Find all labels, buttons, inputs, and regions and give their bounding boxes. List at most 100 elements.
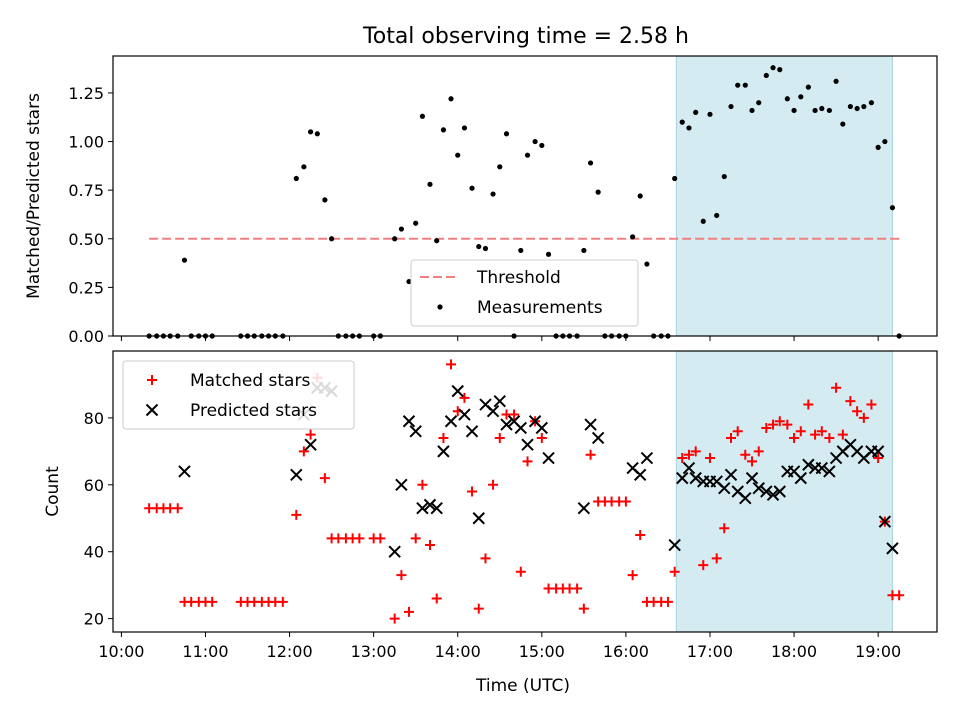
data-point [467, 486, 478, 497]
data-point [178, 465, 191, 478]
data-point [307, 129, 314, 135]
data-point [403, 606, 414, 617]
legend-predicted-swatch [145, 403, 159, 417]
legend-matched-swatch [147, 375, 157, 385]
data-point [577, 502, 591, 515]
data-point [446, 359, 457, 370]
data-point [545, 251, 552, 257]
data-point [509, 409, 520, 420]
data-point [444, 415, 458, 428]
data-point [635, 529, 646, 540]
data-point [668, 538, 681, 552]
data-point [410, 533, 421, 544]
x-tick-label: 14:00 [435, 642, 481, 661]
data-point [515, 566, 526, 577]
data-point [438, 432, 449, 443]
legend-box [410, 259, 639, 327]
data-point [431, 593, 442, 604]
data-point [329, 236, 335, 242]
data-point [595, 189, 601, 195]
data-point [406, 278, 412, 285]
data-point [486, 405, 500, 418]
data-point [798, 94, 804, 100]
chart-title: Total observing time = 2.58 h [362, 24, 689, 49]
data-point [637, 193, 643, 199]
data-point [451, 384, 464, 398]
data-point [488, 479, 499, 490]
legend-label: Measurements [477, 298, 603, 318]
data-point [889, 205, 896, 211]
data-point [630, 234, 636, 240]
data-point [854, 105, 860, 112]
data-point [690, 446, 701, 457]
data-point [878, 515, 892, 528]
data-point [686, 125, 692, 131]
data-point [522, 456, 533, 467]
data-point [472, 512, 485, 525]
data-point [704, 453, 715, 464]
data-point [572, 583, 583, 594]
data-point [689, 471, 702, 485]
data-point [633, 468, 647, 481]
y-axis-label: Count [43, 466, 63, 517]
data-point [388, 545, 401, 558]
data-point [789, 432, 800, 443]
data-point [782, 419, 793, 430]
data-point [322, 197, 328, 203]
data-point [413, 220, 419, 226]
data-point [868, 100, 875, 106]
data-point [766, 488, 780, 502]
data-point [524, 152, 531, 158]
data-point [866, 399, 877, 410]
data-point [290, 468, 303, 481]
data-point [480, 553, 491, 564]
data-point [677, 453, 688, 464]
data-point [698, 560, 709, 571]
data-point [679, 119, 685, 125]
shaded-span [675, 350, 893, 633]
data-point [458, 408, 471, 421]
top-panel: 0.00 0.25 0.50 0.75 1.00 1.25 Matched/Predicte… [24, 55, 938, 346]
legend-label: Predicted stars [190, 401, 317, 421]
data-point [581, 247, 587, 254]
data-point [419, 113, 426, 119]
data-point [761, 422, 772, 433]
data-point [826, 107, 832, 114]
data-point [448, 96, 454, 102]
x-tick-label: 13:00 [351, 642, 397, 661]
legend: Matched stars Predicted stars [122, 360, 355, 430]
data-point [770, 65, 776, 71]
data-point [620, 496, 631, 507]
data-point [823, 465, 836, 478]
data-point [465, 425, 479, 438]
data-point [858, 412, 869, 423]
data-point [740, 449, 751, 460]
data-point [319, 473, 330, 484]
data-point [395, 478, 408, 492]
data-point [587, 160, 594, 166]
data-point [539, 142, 545, 149]
data-point [398, 226, 404, 232]
data-point [584, 418, 597, 431]
data-point [375, 533, 386, 544]
data-point [714, 212, 720, 219]
data-point [440, 127, 447, 133]
data-point [833, 78, 839, 84]
data-point [521, 438, 534, 451]
data-point [728, 103, 734, 110]
x-tick-label: 19:00 [855, 642, 901, 661]
data-point [693, 109, 699, 115]
x-tick-label: 16:00 [603, 642, 649, 661]
data-point [455, 152, 461, 158]
data-point [803, 399, 814, 410]
data-point [591, 431, 605, 445]
y-tick-label: 40 [84, 543, 104, 562]
data-point [298, 446, 309, 457]
data-point [305, 429, 316, 440]
shaded-span [675, 55, 893, 337]
data-point [392, 236, 398, 242]
data-point [662, 596, 673, 607]
data-point [535, 421, 549, 435]
data-point [719, 523, 730, 534]
